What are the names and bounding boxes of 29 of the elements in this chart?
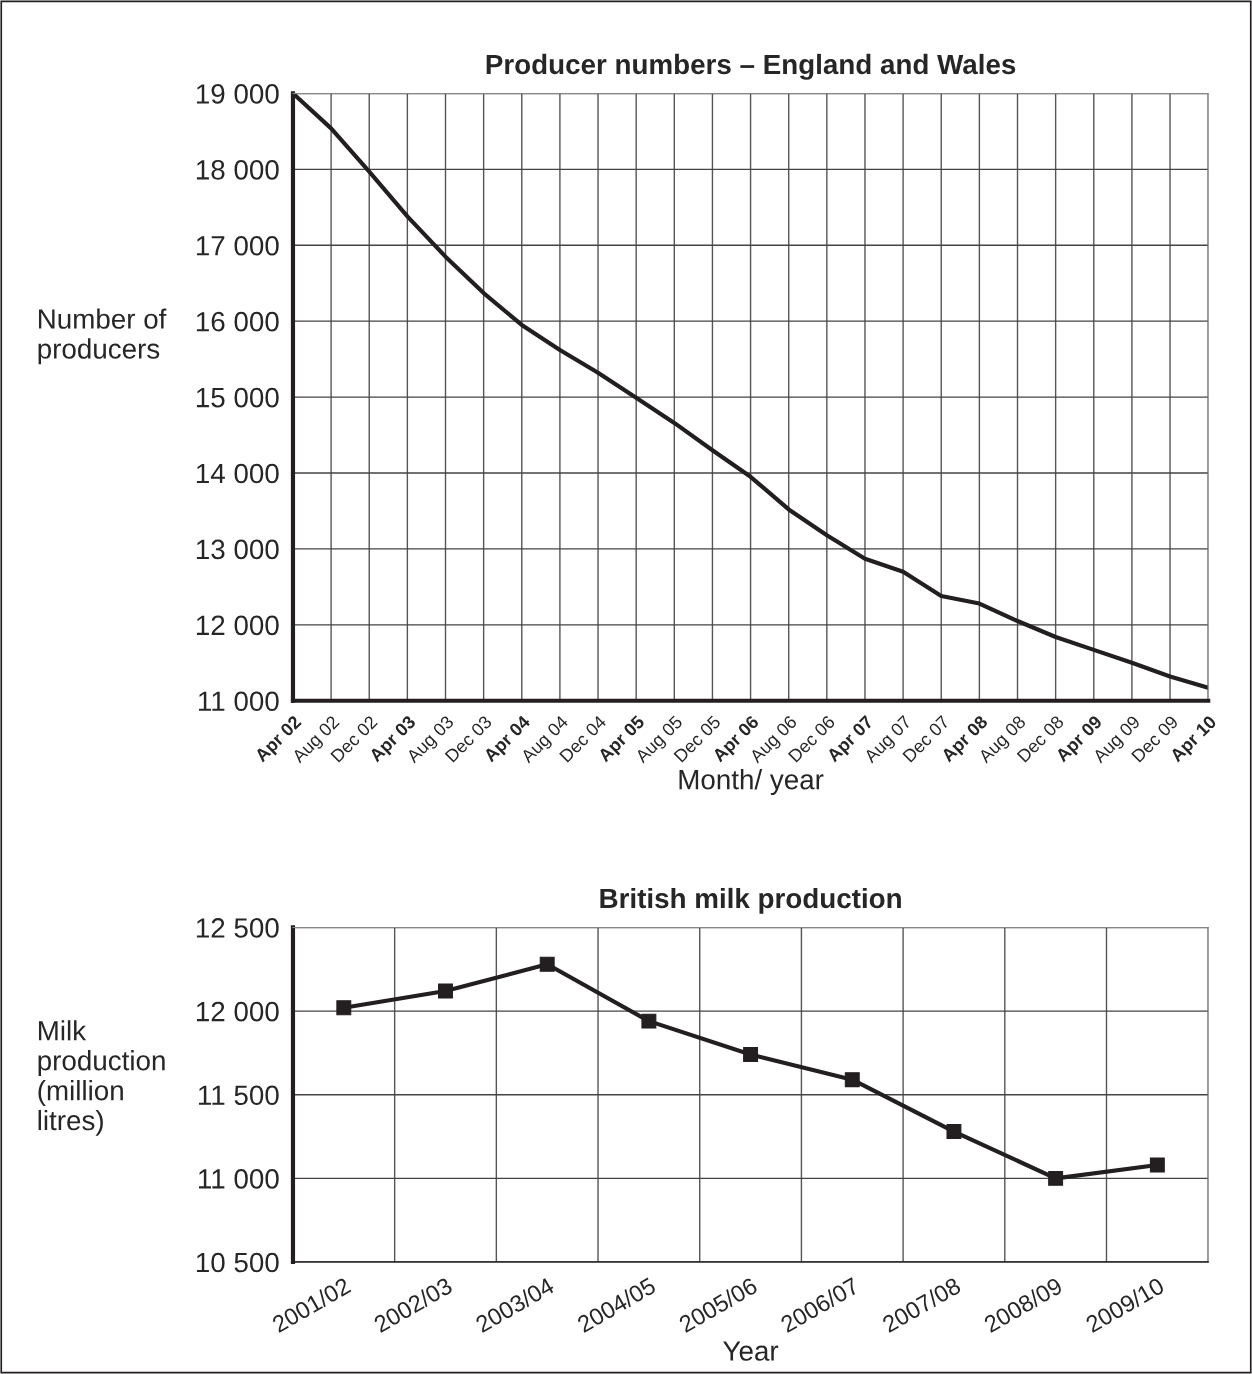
- point: [336, 1000, 352, 1016]
- y-tick-label: 11 000: [198, 1169, 279, 1189]
- point: [946, 1124, 962, 1139]
- point: [539, 956, 555, 972]
- chart-title: British milk production: [600, 887, 901, 914]
- y-tick-label: 14 000: [196, 463, 279, 484]
- y-tick-label: 19 000: [196, 84, 279, 104]
- y-tick-label: 10 500: [196, 1252, 279, 1273]
- point: [743, 1047, 759, 1063]
- point: [1149, 1157, 1165, 1173]
- point: [641, 1013, 657, 1029]
- y-tick-label: 11 000: [198, 691, 279, 712]
- point: [1048, 1170, 1064, 1186]
- y-tick-label: 15 000: [196, 387, 279, 408]
- y-tick-label: 12 000: [196, 1001, 279, 1022]
- y-tick-label: 16 000: [196, 311, 279, 332]
- y-tick-label: 12 500: [196, 918, 279, 938]
- y-axis-title: Milk production (million litres): [38, 1020, 165, 1136]
- x-axis-title: Year: [723, 1341, 779, 1361]
- y-tick-label: 17 000: [196, 235, 279, 256]
- chart-title: Producer numbers – England and Wales: [486, 53, 1016, 80]
- y-tick-label: 13 000: [196, 539, 279, 560]
- y-axis-title: Number of producers: [38, 308, 167, 365]
- y-tick-label: 18 000: [196, 160, 279, 180]
- y-tick-label: 11 500: [198, 1085, 279, 1106]
- point: [438, 983, 453, 999]
- x-axis-title: Month/ year: [679, 769, 824, 795]
- point: [844, 1072, 860, 1088]
- y-tick-label: 12 000: [196, 615, 279, 636]
